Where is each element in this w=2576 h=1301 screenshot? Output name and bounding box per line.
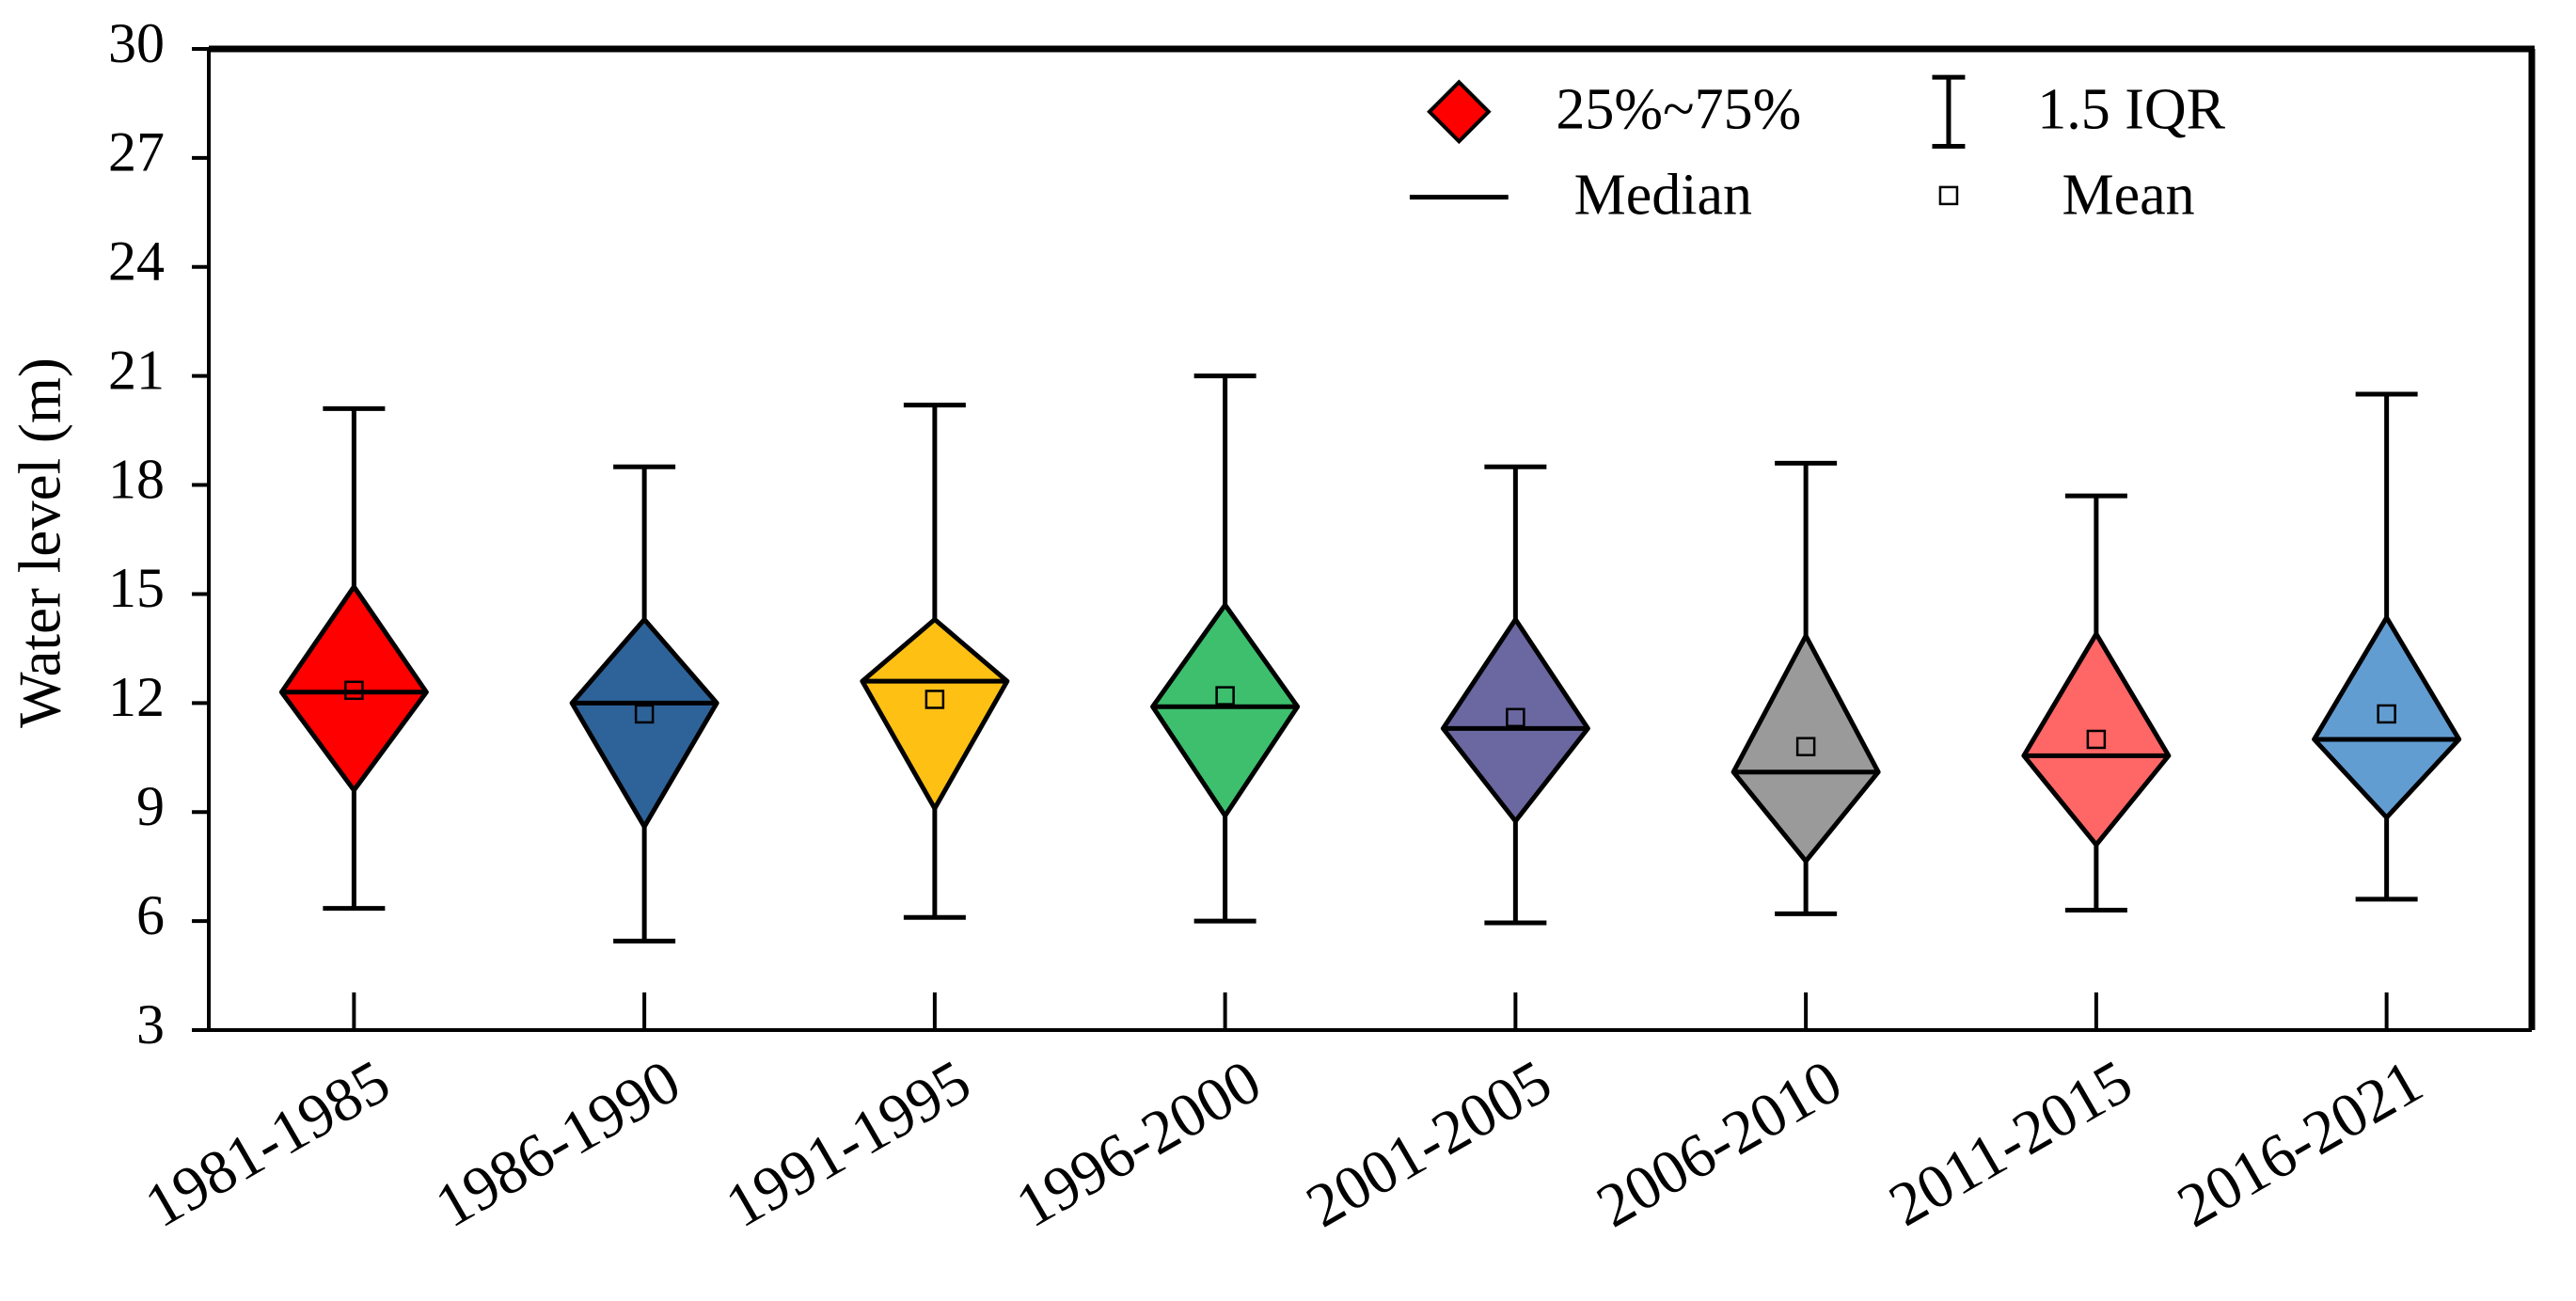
mean-marker (2086, 729, 2107, 750)
y-tick-label: 9 (136, 775, 165, 837)
y-tick-label: 15 (108, 557, 165, 619)
x-tick-label: 2016-2021 (2167, 1047, 2434, 1241)
box-diamond (2312, 615, 2462, 820)
y-tick-label: 12 (108, 666, 165, 728)
mean-marker (1506, 707, 1525, 728)
x-tick-label: 2001-2005 (1295, 1047, 1562, 1241)
y-tick-label: 6 (136, 884, 165, 946)
legend-diamond (1427, 79, 1492, 145)
x-tick-label: 2006-2010 (1586, 1047, 1853, 1241)
legend-label: 1.5 IQR (2037, 78, 2225, 142)
mean-marker (2377, 704, 2396, 724)
y-tick-label: 18 (108, 448, 165, 510)
x-tick-label: 1996-2000 (1005, 1047, 1272, 1241)
mean-marker (1795, 737, 1816, 756)
box-diamond (278, 584, 429, 793)
box-diamond (1150, 602, 1301, 818)
mean-marker (925, 690, 945, 709)
box-diamond (860, 616, 1010, 811)
legend-mean (1938, 185, 1959, 206)
legend-label: Median (1574, 163, 1752, 227)
legend-label: Mean (2062, 163, 2194, 227)
y-tick-label: 21 (108, 339, 165, 401)
box-diamond (1731, 633, 1881, 864)
y-tick-label: 30 (108, 12, 165, 74)
x-tick-label: 1986-1990 (424, 1047, 691, 1241)
x-tick-label: 1991-1995 (715, 1047, 982, 1241)
y-tick-label: 24 (108, 230, 165, 293)
y-axis-label: Water level (m) (7, 357, 72, 728)
mean-marker (1215, 686, 1235, 706)
x-tick-label: 1981-1985 (134, 1047, 401, 1241)
legend-label: 25%~75% (1556, 78, 1801, 142)
box-diamond (1440, 616, 1590, 824)
y-tick-label: 27 (108, 121, 165, 183)
y-tick-label: 3 (136, 993, 165, 1055)
box-diamond (2021, 631, 2172, 848)
x-tick-label: 2011-2015 (1878, 1047, 2143, 1240)
mean-marker (634, 704, 655, 724)
mean-marker (344, 680, 364, 701)
